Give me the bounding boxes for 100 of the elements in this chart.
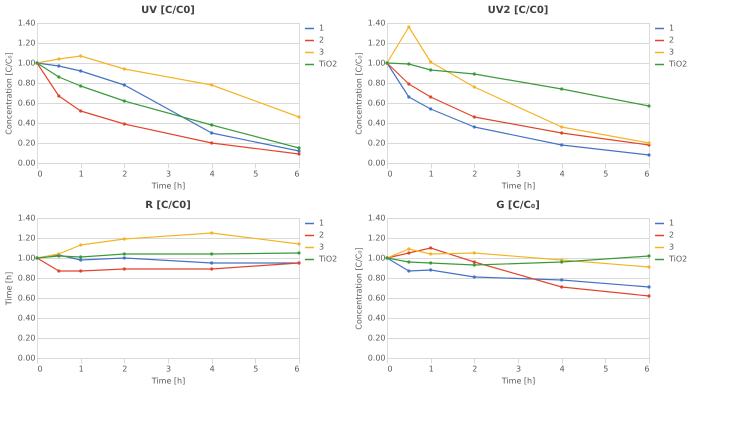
x-tick-label: 0 — [388, 170, 393, 178]
point — [560, 125, 564, 129]
chart-title: UV2 [C/C0] — [488, 5, 548, 16]
y-tick-label: 0.80 — [18, 274, 36, 282]
point — [560, 278, 564, 282]
y-tick-label: 0.80 — [368, 274, 386, 282]
point — [79, 69, 82, 73]
x-tick-label: 0 — [388, 364, 393, 374]
x-tick-label: 1 — [78, 170, 84, 178]
point — [407, 62, 410, 66]
x-tick-label: 5 — [603, 364, 608, 374]
point — [429, 246, 432, 250]
y-tick-label: 0.20 — [368, 138, 386, 148]
x-tick-label: 4 — [210, 170, 215, 178]
y-tick-label: 0.00 — [18, 158, 36, 168]
point — [297, 251, 301, 255]
legend-label: TiO2 — [668, 60, 688, 68]
point — [560, 87, 564, 91]
x-tick-label: 4 — [560, 170, 565, 178]
legend-label: 1 — [319, 218, 324, 228]
chart-title: UV [C/C0] — [141, 5, 195, 16]
y-tick-label: 1.40 — [18, 18, 36, 28]
point — [429, 95, 432, 99]
legend-label: 1 — [669, 218, 674, 228]
point — [429, 261, 432, 265]
point — [122, 67, 126, 71]
y-tick-label: 0.40 — [368, 314, 386, 322]
point — [79, 243, 82, 247]
point — [472, 260, 476, 264]
y-tick-label: 0.40 — [18, 118, 36, 128]
legend-label: TiO2 — [668, 254, 688, 264]
point — [647, 285, 651, 289]
point — [79, 258, 82, 262]
x-tick-label: 2 — [122, 170, 128, 178]
point — [297, 149, 301, 153]
point — [647, 294, 651, 298]
y-tick-label: 1.00 — [18, 58, 36, 68]
x-tick-label: 3 — [516, 364, 522, 374]
point — [122, 252, 126, 256]
point — [429, 107, 432, 111]
y-tick-label: 0.00 — [18, 354, 36, 362]
point — [647, 254, 651, 258]
y-tick-label: 0.80 — [18, 78, 36, 88]
y-tick-label: 0.60 — [368, 294, 386, 302]
point — [122, 122, 126, 126]
y-tick-label: 0.40 — [18, 314, 36, 322]
x-tick-label: 5 — [253, 364, 258, 374]
legend-label: 2 — [319, 36, 324, 44]
point — [122, 83, 126, 87]
x-tick-label: 3 — [516, 170, 522, 178]
y-tick-label: 0.00 — [368, 354, 386, 362]
x-tick-label: 6 — [644, 364, 650, 374]
y-tick-label: 1.20 — [18, 38, 36, 48]
y-tick-label: 1.40 — [368, 214, 386, 222]
x-tick-label: 1 — [428, 364, 434, 374]
point — [407, 25, 410, 29]
point — [57, 57, 60, 61]
y-tick-label: 0.40 — [368, 118, 386, 128]
legend-label: 1 — [319, 24, 324, 32]
y-tick-label: 1.40 — [368, 18, 386, 28]
point — [210, 261, 214, 265]
y-axis-title: Time [h] — [4, 272, 14, 306]
y-tick-label: 1.00 — [18, 254, 36, 262]
point — [429, 60, 432, 64]
point — [57, 269, 60, 273]
y-tick-label: 0.80 — [368, 78, 386, 88]
point — [407, 251, 410, 255]
point — [429, 68, 432, 72]
x-tick-label: 3 — [166, 364, 172, 374]
point — [297, 242, 301, 246]
x-tick-label: 0 — [38, 170, 43, 178]
point — [297, 115, 301, 119]
point — [472, 275, 476, 279]
y-axis-title: Concentration [C/C₀] — [354, 52, 364, 135]
y-tick-label: 0.20 — [18, 138, 36, 148]
point — [407, 95, 410, 99]
y-tick-label: 1.40 — [18, 214, 36, 222]
point — [57, 64, 60, 68]
legend-label: 2 — [669, 230, 674, 240]
x-tick-label: 0 — [38, 364, 43, 374]
x-axis-title: Time [h] — [500, 376, 536, 386]
y-tick-label: 0.60 — [18, 98, 36, 108]
point — [472, 72, 476, 76]
point — [472, 263, 476, 267]
point — [472, 85, 476, 89]
y-axis-title: Concentration [C/C₀] — [354, 247, 364, 330]
point — [429, 268, 432, 272]
chart-title: G [C/C₀] — [496, 200, 540, 211]
legend-label: 3 — [319, 242, 324, 252]
y-tick-label: 0.60 — [18, 294, 36, 302]
point — [210, 252, 214, 256]
x-tick-label: 2 — [122, 364, 128, 374]
point — [79, 109, 82, 113]
point — [122, 237, 126, 241]
y-tick-label: 0.00 — [368, 158, 386, 168]
point — [472, 125, 476, 129]
point — [210, 123, 214, 127]
point — [297, 146, 301, 150]
point — [647, 153, 651, 157]
point — [560, 285, 564, 289]
